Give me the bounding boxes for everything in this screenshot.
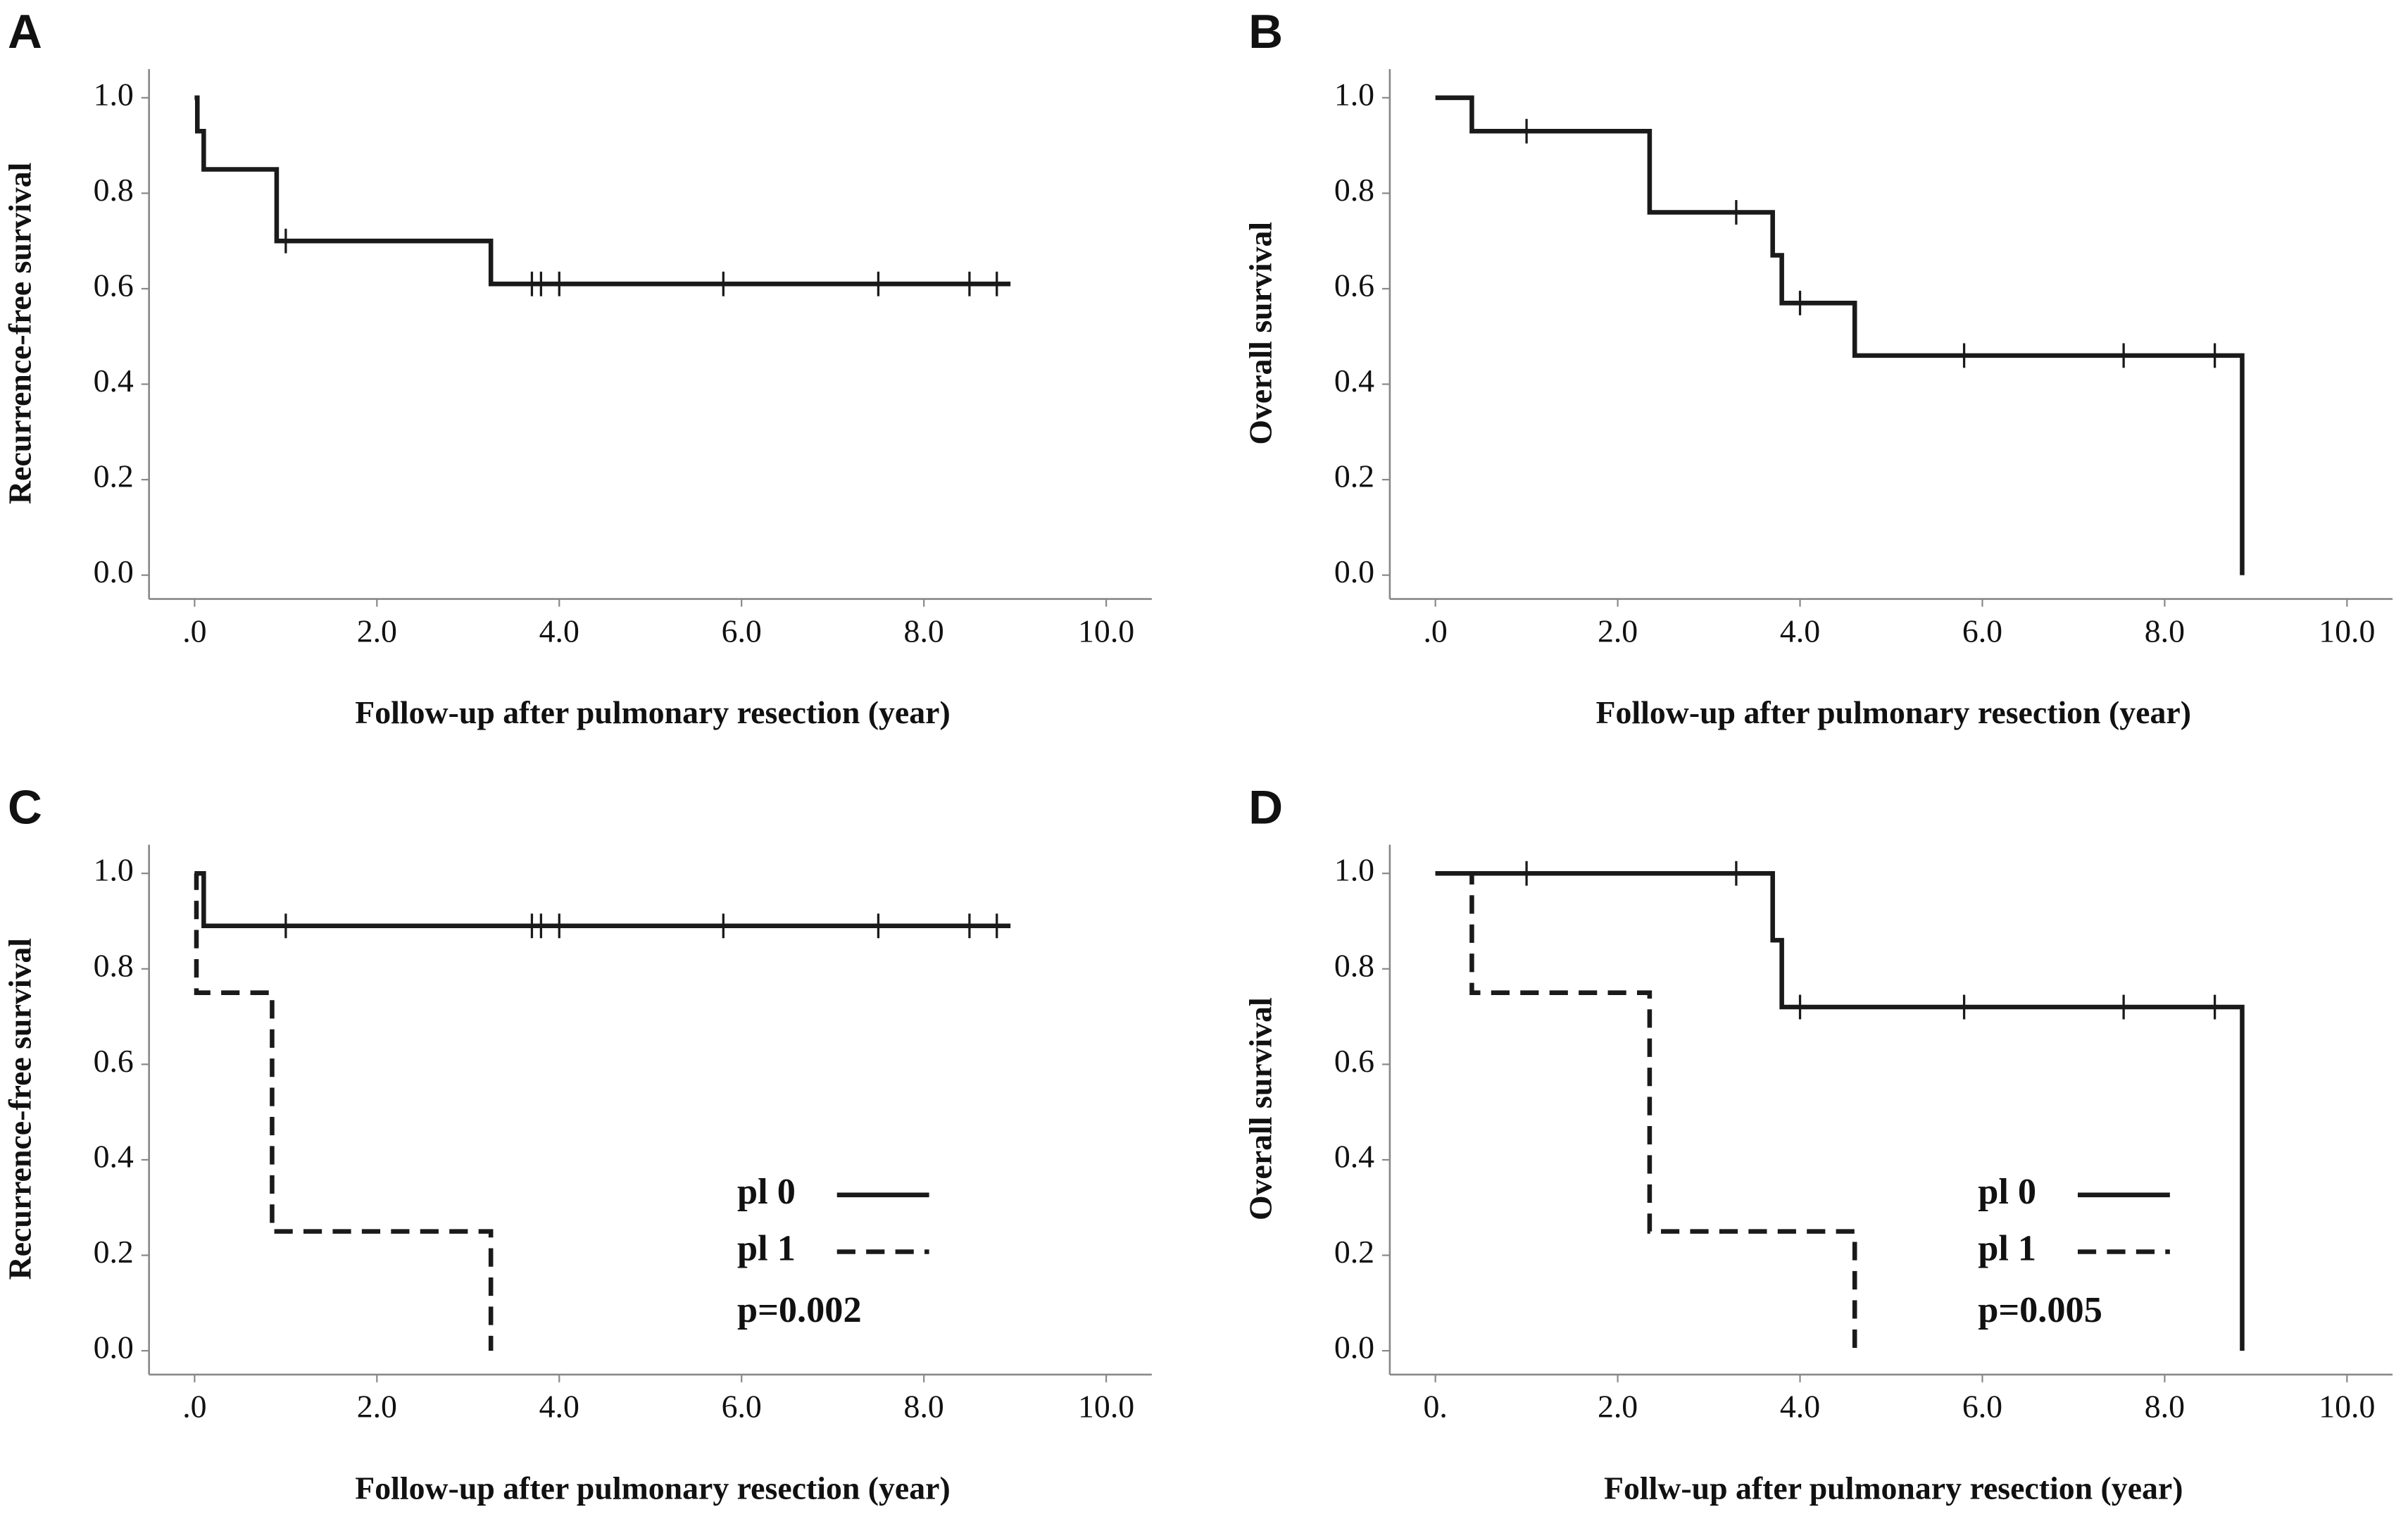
legend-label: pl 0 [1978, 1171, 2036, 1212]
y-axis-title: Overall survival [1243, 222, 1279, 445]
x-axis-title: Follow-up after pulmonary resection (yea… [355, 1470, 950, 1506]
survival-curve [1435, 870, 1857, 1351]
x-tick-label: 2.0 [1598, 1389, 1638, 1425]
survival-curve [194, 870, 494, 1351]
x-tick-label: 4.0 [539, 1389, 579, 1425]
x-tick-label: 2.0 [1598, 613, 1638, 649]
y-tick-label: 0.8 [94, 172, 134, 208]
x-tick-label: 6.0 [722, 1389, 762, 1425]
x-tick-label: 10.0 [2319, 1389, 2375, 1425]
y-tick-label: 0.0 [1334, 554, 1374, 589]
y-tick-label: 0.6 [1334, 1043, 1374, 1079]
y-tick-label: 0.2 [1334, 1234, 1374, 1270]
y-tick-label: 0.8 [94, 947, 134, 983]
annotation: p=0.002 [737, 1289, 862, 1330]
y-tick-label: 0.6 [1334, 267, 1374, 303]
panel: D 0. 2.0 4.0 6.0 8.0 10.0 0.0 0.2 0.4 0.6 0.8 1.0 Fol… [1243, 781, 2393, 1506]
y-tick-label: 0.6 [94, 267, 134, 303]
y-tick-label: 0.4 [94, 1138, 134, 1174]
x-tick-label: 4.0 [1780, 613, 1820, 649]
y-tick-label: 0.4 [1334, 1138, 1374, 1174]
annotation: p=0.005 [1978, 1289, 2102, 1330]
x-tick-label: .0 [182, 613, 206, 649]
survival-curve [1435, 870, 2245, 1351]
y-tick-label: 0.4 [94, 363, 134, 399]
y-tick-label: 0.0 [94, 554, 134, 589]
panel: C .0 2.0 4.0 6.0 8.0 10.0 0.0 0.2 0.4 0.6 0.8 1.0 Fol… [1, 781, 1152, 1506]
y-tick-label: 0.2 [1334, 458, 1374, 494]
survival-curve [1435, 95, 2245, 575]
x-tick-label: 8.0 [904, 1389, 944, 1425]
x-tick-label: 4.0 [539, 613, 579, 649]
y-tick-label: 0.2 [94, 1234, 134, 1270]
legend-label: pl 1 [1978, 1228, 2036, 1269]
survival-curve [194, 95, 1011, 287]
y-tick-label: 0.6 [94, 1043, 134, 1079]
x-axis-title: Follw-up after pulmonary resection (year… [1604, 1470, 2183, 1506]
x-tick-label: 2.0 [357, 613, 397, 649]
legend-label: pl 1 [737, 1228, 796, 1269]
x-axis-title: Follow-up after pulmonary resection (yea… [1596, 694, 2191, 730]
y-tick-label: 0.0 [1334, 1330, 1374, 1365]
panel-label: C [8, 781, 42, 834]
x-tick-label: 0. [1423, 1389, 1447, 1425]
x-tick-label: 6.0 [722, 613, 762, 649]
y-tick-label: 1.0 [94, 852, 134, 888]
y-tick-label: 0.8 [1334, 172, 1374, 208]
y-axis-title: Recurrence-free survival [1, 938, 37, 1280]
survival-curve [194, 870, 1011, 929]
x-axis-title: Follow-up after pulmonary resection (yea… [355, 694, 950, 730]
panel-label: A [8, 6, 42, 58]
panel-label: B [1248, 6, 1283, 58]
x-tick-label: .0 [1423, 613, 1447, 649]
y-tick-label: 0.0 [94, 1330, 134, 1365]
y-tick-label: 0.4 [1334, 363, 1374, 399]
y-axis-title: Recurrence-free survival [1, 163, 37, 504]
x-tick-label: 4.0 [1780, 1389, 1820, 1425]
x-tick-label: 8.0 [2145, 613, 2185, 649]
y-tick-label: 0.2 [94, 458, 134, 494]
y-tick-label: 1.0 [1334, 852, 1374, 888]
panel: B .0 2.0 4.0 6.0 8.0 10.0 0.0 0.2 0.4 0.6 0.8 1.0 Fol… [1243, 6, 2393, 730]
x-tick-label: 2.0 [357, 1389, 397, 1425]
y-tick-label: 1.0 [1334, 76, 1374, 112]
x-tick-label: 6.0 [1962, 1389, 2002, 1425]
x-tick-label: 8.0 [904, 613, 944, 649]
panel: A .0 2.0 4.0 6.0 8.0 10.0 0.0 0.2 0.4 0.6 0.8 1.0 Fol… [1, 6, 1152, 730]
x-tick-label: .0 [182, 1389, 206, 1425]
y-tick-label: 0.8 [1334, 947, 1374, 983]
x-tick-label: 8.0 [2145, 1389, 2185, 1425]
x-tick-label: 10.0 [2319, 613, 2375, 649]
panel-label: D [1248, 781, 1283, 834]
legend-label: pl 0 [737, 1171, 796, 1212]
y-axis-title: Overall survival [1243, 997, 1279, 1220]
x-tick-label: 6.0 [1962, 613, 2002, 649]
y-tick-label: 1.0 [94, 76, 134, 112]
x-tick-label: 10.0 [1078, 613, 1134, 649]
x-tick-label: 10.0 [1078, 1389, 1134, 1425]
